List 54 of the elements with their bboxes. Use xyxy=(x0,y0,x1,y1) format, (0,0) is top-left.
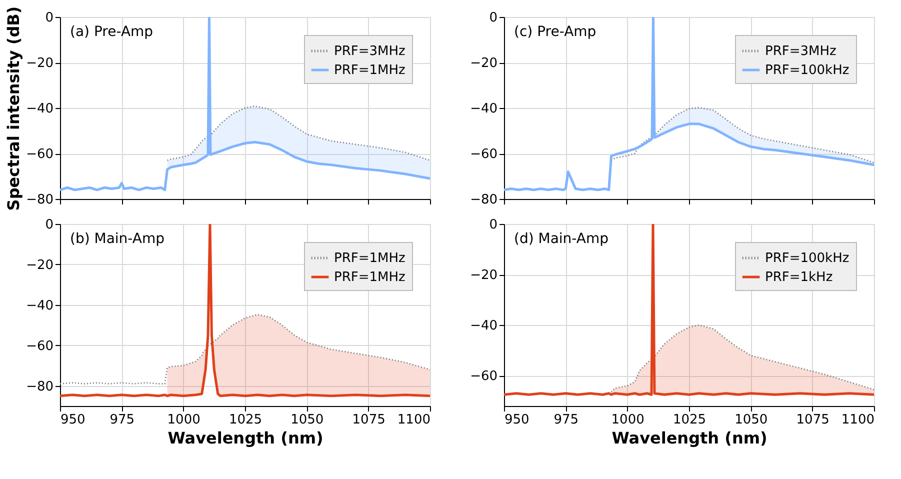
x-axis-title: Wavelength (nm) xyxy=(612,428,768,448)
y-tick-label: 0 xyxy=(45,10,54,26)
legend-label: PRF=1MHz xyxy=(334,251,406,266)
y-tick-label: 0 xyxy=(489,10,498,26)
x-tick-label: 1100 xyxy=(397,412,430,428)
line-series xyxy=(610,106,874,164)
text: (c) Pre-Amp xyxy=(514,24,596,40)
x-tick-label: 975 xyxy=(554,412,579,428)
line-series xyxy=(166,105,430,162)
line-series xyxy=(60,17,430,192)
text: (a) Pre-Amp xyxy=(70,24,154,40)
y-tick-label: 0 xyxy=(45,218,54,232)
text: (d) Main-Amp xyxy=(514,231,609,247)
legend-label: PRF=100kHz xyxy=(765,63,850,78)
line-series xyxy=(60,224,430,398)
y-tick-label: −60 xyxy=(26,338,54,354)
y-tick-label: 0 xyxy=(489,218,498,232)
legend-label: PRF=1MHz xyxy=(334,270,406,285)
legend-label: PRF=1MHz xyxy=(334,63,406,78)
line-series xyxy=(504,17,874,192)
x-axis-title: Wavelength (nm) xyxy=(168,428,324,448)
x-tick-label: 1075 xyxy=(352,412,386,428)
y-tick-label: −40 xyxy=(26,102,54,116)
legend-label: PRF=3MHz xyxy=(765,44,837,59)
legend-label: PRF=100kHz xyxy=(765,251,850,266)
x-tick-label: 1000 xyxy=(611,412,644,428)
x-tick-label: 1050 xyxy=(734,412,768,428)
y-tick-label: −80 xyxy=(26,192,54,208)
y-tick-label: −60 xyxy=(470,369,498,384)
y-tick-label: −80 xyxy=(26,379,54,394)
y-tick-label: −40 xyxy=(470,318,498,334)
line-series xyxy=(60,314,430,384)
y-tick-label: −60 xyxy=(470,147,498,162)
x-tick-label: 1025 xyxy=(672,412,706,428)
legend-label: PRF=3MHz xyxy=(334,44,406,59)
x-tick-label: 1075 xyxy=(796,412,830,428)
y-tick-label: −40 xyxy=(470,102,498,116)
x-tick-label: 1050 xyxy=(290,412,324,428)
legend-label: PRF=1kHz xyxy=(765,270,833,285)
y-tick-label: −20 xyxy=(26,56,54,71)
y-tick-label: −40 xyxy=(26,298,54,314)
x-tick-label: 1025 xyxy=(228,412,262,428)
x-tick-label: 1000 xyxy=(167,412,200,428)
y-tick-label: −20 xyxy=(26,258,54,273)
y-tick-label: −20 xyxy=(470,268,498,284)
y-tick-label: −80 xyxy=(470,192,498,208)
y-tick-label: −20 xyxy=(470,56,498,71)
y-axis-title: Spectral intensity (dB) xyxy=(4,6,24,211)
x-tick-label: 950 xyxy=(504,412,530,428)
y-tick-label: −60 xyxy=(26,147,54,162)
text: (b) Main-Amp xyxy=(70,231,165,247)
x-tick-label: 1100 xyxy=(841,412,874,428)
x-tick-label: 950 xyxy=(60,412,86,428)
x-tick-label: 975 xyxy=(110,412,135,428)
